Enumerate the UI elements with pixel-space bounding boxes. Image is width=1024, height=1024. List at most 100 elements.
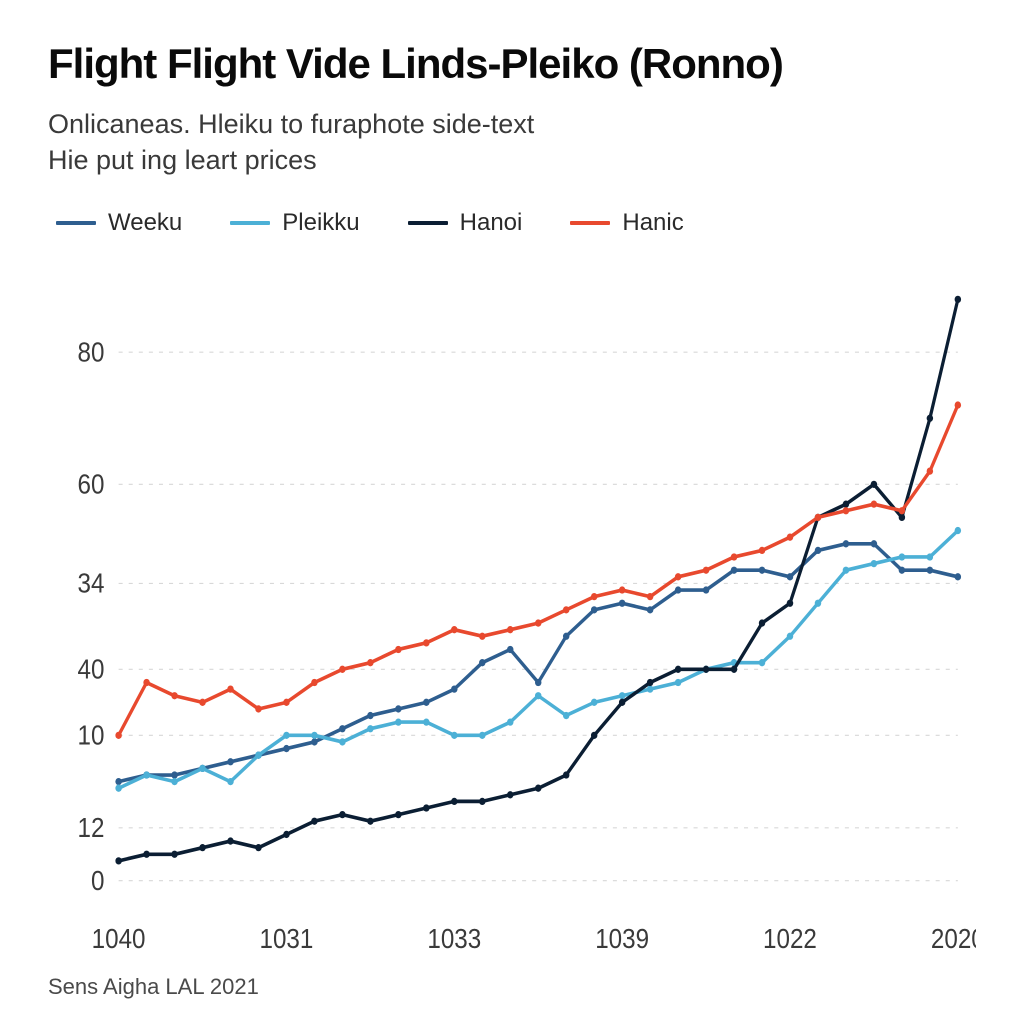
y-tick-label: 80 <box>78 338 105 368</box>
x-tick-label: 2020 <box>931 925 976 955</box>
series-point <box>815 514 821 521</box>
chart-title: Flight Flight Vide Linds-Pleiko (Ronno) <box>48 40 976 88</box>
chart-container: Flight Flight Vide Linds-Pleiko (Ronno) … <box>0 0 1024 1024</box>
series-point <box>395 718 401 725</box>
series-point <box>451 732 457 739</box>
legend-item-pleikku: Pleikku <box>230 209 359 237</box>
y-tick-label: 34 <box>78 569 105 599</box>
x-tick-label: 1040 <box>92 925 146 955</box>
series-point <box>899 553 905 560</box>
series-point <box>423 804 429 811</box>
series-point <box>227 758 233 765</box>
chart-subtitle: Onlicaneas. Hleiku to furaphote side-tex… <box>48 106 976 179</box>
series-point <box>619 586 625 593</box>
series-point <box>507 646 513 653</box>
x-tick-label: 1022 <box>763 925 817 955</box>
series-point <box>367 817 373 824</box>
series-point <box>619 699 625 706</box>
series-point <box>199 844 205 851</box>
series-point <box>815 599 821 606</box>
series-point <box>115 778 121 785</box>
legend-swatch <box>570 221 610 225</box>
series-point <box>423 718 429 725</box>
series-point <box>451 798 457 805</box>
series-point <box>759 566 765 573</box>
series-line-weeku <box>119 544 958 782</box>
series-line-hanoi <box>119 299 958 860</box>
series-point <box>255 844 261 851</box>
series-point <box>899 566 905 573</box>
series-point <box>171 692 177 699</box>
chart-svg: 0121040346080 104010311033103910222020 <box>48 257 976 964</box>
series-line-pleikku <box>119 530 958 788</box>
y-tick-label: 10 <box>78 721 105 751</box>
series-point <box>703 666 709 673</box>
series-point <box>675 586 681 593</box>
y-tick-label: 12 <box>78 814 105 844</box>
series-point <box>927 553 933 560</box>
series-point <box>115 784 121 791</box>
series-point <box>283 732 289 739</box>
x-tick-label: 1033 <box>427 925 481 955</box>
series-point <box>955 401 961 408</box>
x-tick-label: 1031 <box>260 925 314 955</box>
plot-area: 0121040346080 104010311033103910222020 <box>48 257 976 964</box>
series-point <box>675 679 681 686</box>
legend-swatch <box>230 221 270 225</box>
series-point <box>451 626 457 633</box>
series-point <box>591 699 597 706</box>
series-point <box>703 586 709 593</box>
series-point <box>535 679 541 686</box>
series-point <box>367 712 373 719</box>
series-point <box>927 566 933 573</box>
series-point <box>591 593 597 600</box>
y-tick-label: 60 <box>78 470 105 500</box>
series-point <box>311 679 317 686</box>
series-point <box>927 415 933 422</box>
series-point <box>311 817 317 824</box>
series-point <box>255 705 261 712</box>
legend-item-hanic: Hanic <box>570 209 683 237</box>
series-point <box>843 540 849 547</box>
series-point <box>227 778 233 785</box>
x-tick-label: 1039 <box>595 925 649 955</box>
series-point <box>871 500 877 507</box>
series-point <box>479 798 485 805</box>
series-point <box>899 507 905 514</box>
series-point <box>815 547 821 554</box>
series-point <box>899 514 905 521</box>
series-point <box>871 540 877 547</box>
series-point <box>563 771 569 778</box>
series-point <box>311 738 317 745</box>
series-point <box>171 771 177 778</box>
series-point <box>787 533 793 540</box>
series-point <box>339 725 345 732</box>
series-point <box>395 811 401 818</box>
series-point <box>171 850 177 857</box>
series-point <box>731 666 737 673</box>
series-point <box>955 527 961 534</box>
series-point <box>339 666 345 673</box>
chart-footer: Sens Aigha LAL 2021 <box>48 974 976 1000</box>
grid <box>119 352 958 880</box>
series-point <box>563 712 569 719</box>
series-point <box>199 765 205 772</box>
series-point <box>703 566 709 573</box>
series-point <box>759 659 765 666</box>
series-point <box>647 685 653 692</box>
series-point <box>731 566 737 573</box>
series-point <box>255 751 261 758</box>
series-point <box>479 632 485 639</box>
series-point <box>479 659 485 666</box>
series-point <box>143 679 149 686</box>
series-point <box>115 732 121 739</box>
series-point <box>339 811 345 818</box>
series-point <box>955 296 961 303</box>
series-point <box>787 632 793 639</box>
series-point <box>843 566 849 573</box>
series-point <box>143 850 149 857</box>
series-point <box>367 725 373 732</box>
series-point <box>283 831 289 838</box>
series-point <box>871 560 877 567</box>
series-point <box>927 467 933 474</box>
